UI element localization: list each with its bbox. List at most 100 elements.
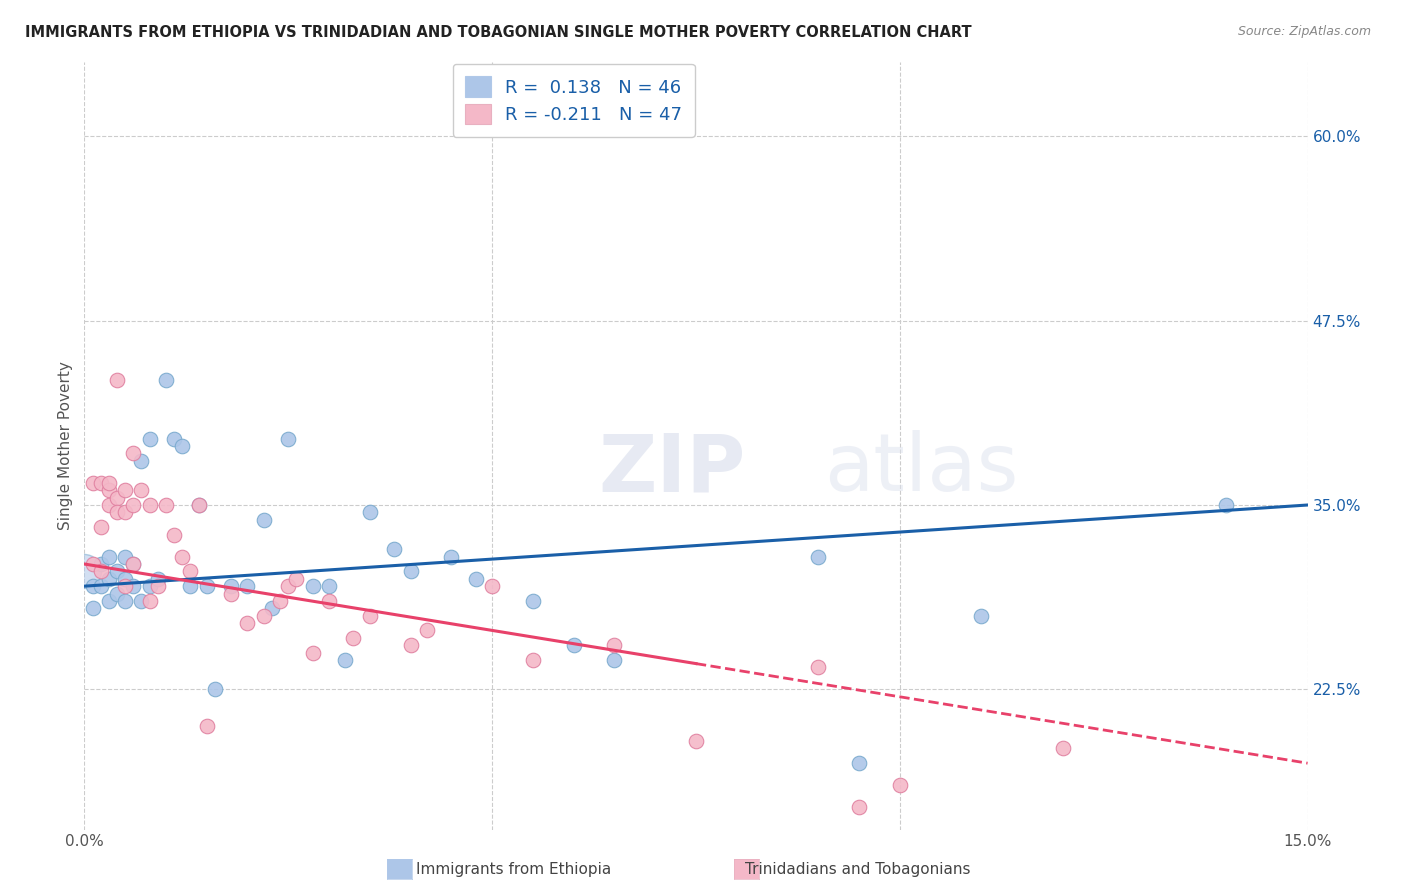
Point [440,549,463,564]
Point [889,778,911,792]
Point [481,579,503,593]
Point [122,579,145,593]
Point [131,594,153,608]
Point [342,631,364,645]
Point [1215,498,1237,512]
Point [90,475,112,490]
Point [138,498,160,512]
Point [82,557,104,571]
Point [359,505,381,519]
Point [359,608,381,623]
Point [97,498,120,512]
Point [253,608,276,623]
Point [277,579,299,593]
Point [187,498,209,512]
Point [105,565,128,579]
Point [105,373,128,387]
Text: Immigrants from Ethiopia: Immigrants from Ethiopia [416,863,610,877]
Point [97,549,120,564]
Point [848,756,870,771]
Point [464,572,486,586]
Point [131,454,153,468]
Point [399,565,422,579]
Point [97,475,120,490]
Point [318,579,340,593]
Point [138,432,160,446]
Point [603,653,626,667]
Point [172,439,194,453]
Point [179,565,201,579]
Point [114,594,136,608]
Point [146,572,169,586]
Text: Trinidadians and Tobagonians: Trinidadians and Tobagonians [745,863,970,877]
Point [236,579,259,593]
Point [97,594,120,608]
Point [82,579,104,593]
Point [195,579,218,593]
Text: ZIP: ZIP [598,430,745,508]
Point [114,579,136,593]
Point [131,483,153,498]
Point [285,572,308,586]
Point [138,579,160,593]
Point [97,572,120,586]
Point [114,549,136,564]
Point [90,557,112,571]
Point [122,557,145,571]
Point [105,491,128,505]
Point [318,594,340,608]
Legend: R =  0.138   N = 46, R = -0.211   N = 47: R = 0.138 N = 46, R = -0.211 N = 47 [453,64,695,137]
Point [277,432,299,446]
Y-axis label: Single Mother Poverty: Single Mother Poverty [58,361,73,531]
Point [146,579,169,593]
Point [301,646,323,660]
Point [97,483,120,498]
Point [219,586,242,600]
Point [204,682,226,697]
Point [562,638,585,652]
Point [335,653,357,667]
Point [807,660,830,674]
Point [114,572,136,586]
Point [90,565,112,579]
Point [172,549,194,564]
Point [970,608,993,623]
Text: atlas: atlas [824,430,1019,508]
Point [848,800,870,814]
Point [253,513,276,527]
Point [163,527,186,541]
Point [122,498,145,512]
Point [82,475,104,490]
Point [260,601,283,615]
Point [399,638,422,652]
Point [90,520,112,534]
Point [416,624,439,638]
Text: IMMIGRANTS FROM ETHIOPIA VS TRINIDADIAN AND TOBAGONIAN SINGLE MOTHER POVERTY COR: IMMIGRANTS FROM ETHIOPIA VS TRINIDADIAN … [25,25,972,40]
Point [522,653,544,667]
Point [105,505,128,519]
Point [114,505,136,519]
Point [73,565,96,579]
Point [382,542,405,557]
Point [603,638,626,652]
Point [155,498,177,512]
Point [155,373,177,387]
Point [105,586,128,600]
Point [187,498,209,512]
Point [685,734,707,748]
Point [179,579,201,593]
Point [82,601,104,615]
Point [522,594,544,608]
Point [114,483,136,498]
Point [807,549,830,564]
Point [301,579,323,593]
Point [122,557,145,571]
Point [269,594,291,608]
Point [163,432,186,446]
Text: Source: ZipAtlas.com: Source: ZipAtlas.com [1237,25,1371,38]
Point [236,615,259,630]
Point [90,579,112,593]
Point [195,719,218,733]
Point [219,579,242,593]
Point [138,594,160,608]
